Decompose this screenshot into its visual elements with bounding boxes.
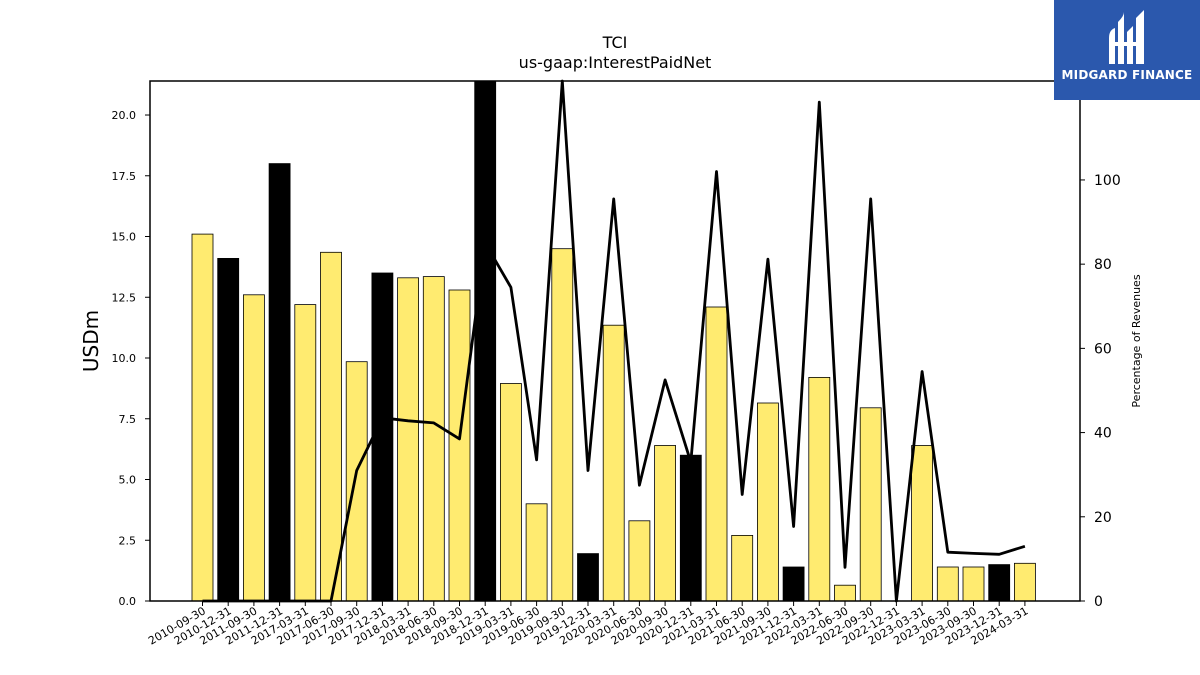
bar-2019-09-30	[551, 248, 574, 602]
bar-2018-12-31	[474, 80, 497, 602]
bar-2022-03-31	[808, 376, 831, 602]
y-tick-label: 20.0	[112, 109, 137, 122]
bar-2023-03-31	[911, 445, 933, 602]
bar-2021-12-31	[782, 566, 805, 602]
bar-2011-09-30	[242, 294, 265, 602]
bar-2021-09-30	[757, 402, 779, 602]
percentage-line-layer	[202, 79, 1026, 603]
y-tick-label: 0.0	[119, 595, 137, 608]
y-tick-label: 5.0	[119, 474, 137, 487]
y-tick-label: 15.0	[112, 231, 137, 244]
y-tick-label: 7.5	[119, 413, 137, 426]
bar-2020-03-31	[602, 324, 625, 602]
bar-2021-03-31	[705, 306, 728, 602]
bar-2018-06-30	[422, 276, 445, 602]
y2-tick-label: 20	[1094, 510, 1112, 526]
y2-tick-label: 0	[1094, 594, 1103, 610]
bar-2017-09-30	[345, 361, 368, 602]
logo-text: MIDGARD FINANCE	[1061, 68, 1193, 82]
bar-2019-03-31	[499, 383, 522, 602]
y-axis-label: USDm	[79, 310, 103, 372]
bar-2010-09-30	[191, 233, 214, 602]
bar-2023-09-30	[962, 566, 985, 602]
bar-2018-09-30	[448, 289, 471, 602]
bar-2019-06-30	[525, 503, 548, 602]
y2-tick-label: 60	[1094, 341, 1112, 357]
x-axis: 2010-09-302010-12-312011-09-302011-12-31…	[146, 601, 1030, 648]
bar-2011-12-31	[268, 163, 291, 602]
right-axis: 0 20 40 60 80 100	[1080, 173, 1121, 610]
y-tick-label: 10.0	[112, 352, 137, 365]
bar-2020-09-30	[654, 445, 676, 602]
y-tick-label: 12.5	[112, 291, 137, 304]
bar-2022-09-30	[859, 407, 882, 602]
bars-layer	[191, 80, 1036, 602]
bar-2017-03-31	[294, 304, 317, 602]
bar-2020-06-30	[628, 520, 651, 602]
plot-frame	[149, 80, 1081, 602]
bar-2020-12-31	[679, 454, 702, 602]
bar-2019-12-31	[577, 553, 599, 602]
y2-tick-label: 40	[1094, 426, 1112, 442]
y-tick-label: 2.5	[119, 534, 137, 547]
chart-subtitle: us-gaap:InterestPaidNet	[519, 53, 712, 72]
bar-2023-12-31	[988, 564, 1011, 602]
bar-2017-06-30	[320, 251, 342, 602]
bar-2024-03-31	[1014, 562, 1036, 602]
bar-2022-06-30	[834, 584, 856, 602]
y2-tick-label: 100	[1094, 173, 1121, 189]
chart-title: TCI	[602, 33, 628, 52]
midgard-logo-icon	[1109, 10, 1144, 64]
y-tick-label: 17.5	[112, 170, 137, 183]
bar-2010-12-31	[217, 257, 240, 602]
bar-2021-06-30	[731, 535, 754, 602]
bar-2018-03-31	[397, 277, 420, 602]
midgard-finance-logo: MIDGARD FINANCE	[1054, 0, 1200, 100]
bar-2017-12-31	[371, 272, 394, 602]
left-axis: 0.0 2.5 5.0 7.5 10.0 12.5 15.0 17.5 20.0	[112, 109, 150, 608]
percentage-line	[202, 79, 1026, 603]
bar-2023-06-30	[936, 566, 959, 602]
y2-axis-label: Percentage of Revenues	[1130, 274, 1143, 407]
y2-tick-label: 80	[1094, 257, 1112, 273]
